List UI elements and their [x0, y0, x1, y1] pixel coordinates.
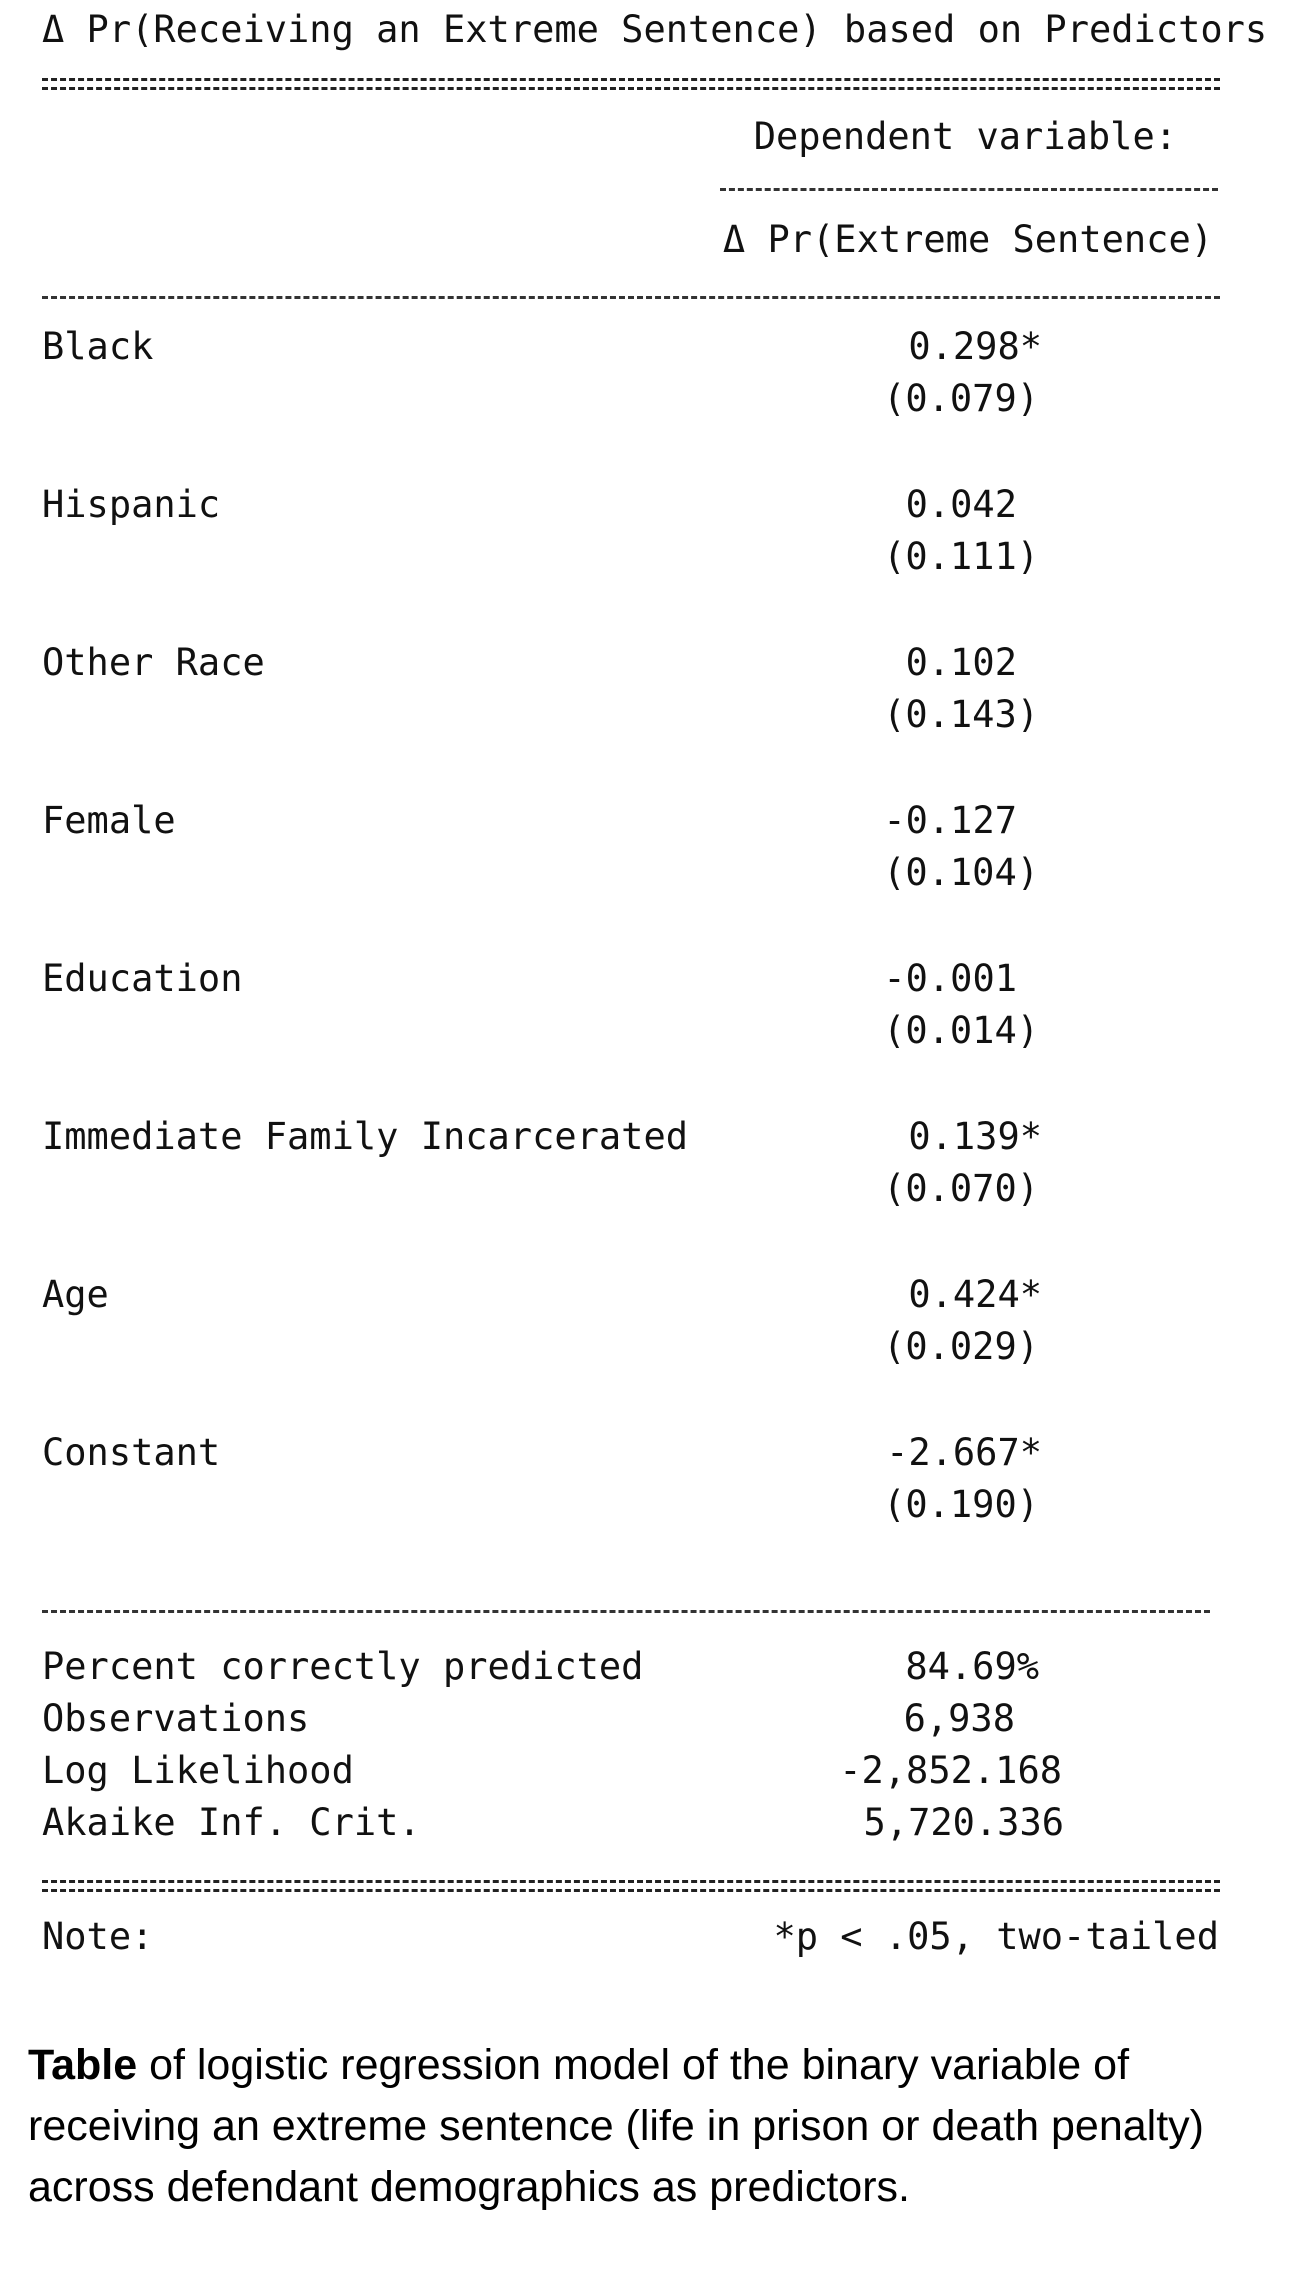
header-short-rule: [720, 188, 1218, 191]
row-label: Immediate Family Incarcerated: [42, 1115, 689, 1158]
note-label: Note:: [42, 1915, 154, 1958]
stats-top-rule: [42, 1610, 1210, 1613]
row-label: Black: [42, 325, 154, 368]
row-label: Other Race: [42, 641, 265, 684]
stat-label: Akaike Inf. Crit.: [42, 1801, 421, 1844]
stat-value: 5,720.336: [863, 1801, 1064, 1844]
row-standard-error: (0.104): [883, 851, 1039, 894]
row-label: Constant: [42, 1431, 221, 1474]
caption-text: of logistic regression model of the bina…: [28, 2041, 1204, 2211]
table-caption: Table of logistic regression model of th…: [28, 2035, 1278, 2218]
stat-label: Log Likelihood: [42, 1749, 354, 1792]
note-text: *p < .05, two-tailed: [773, 1915, 1219, 1958]
row-standard-error: (0.029): [883, 1325, 1039, 1368]
row-coefficient: 0.424*: [908, 1273, 1042, 1316]
bottom-double-rule: [42, 1880, 1220, 1892]
row-coefficient: 0.139*: [908, 1115, 1042, 1158]
top-double-rule: [42, 78, 1220, 90]
stat-value: 84.69%: [905, 1645, 1039, 1688]
stat-label: Percent correctly predicted: [42, 1645, 644, 1688]
row-coefficient: -2.667*: [886, 1431, 1042, 1474]
row-coefficient: 0.042: [905, 483, 1017, 526]
caption-bold: Table: [28, 2041, 138, 2089]
stat-label: Observations: [42, 1697, 310, 1740]
row-standard-error: (0.111): [883, 535, 1039, 578]
column-label: Δ Pr(Extreme Sentence): [722, 218, 1213, 261]
row-standard-error: (0.143): [883, 693, 1039, 736]
row-label: Hispanic: [42, 483, 221, 526]
row-label: Education: [42, 957, 243, 1000]
row-coefficient: -0.001: [883, 957, 1017, 1000]
row-coefficient: -0.127: [883, 799, 1017, 842]
stat-value: 6,938: [903, 1697, 1015, 1740]
row-label: Female: [42, 799, 176, 842]
stat-value: -2,852.168: [839, 1749, 1062, 1792]
row-standard-error: (0.014): [883, 1009, 1039, 1052]
table-title: Δ Pr(Receiving an Extreme Sentence) base…: [42, 8, 1268, 51]
row-standard-error: (0.190): [883, 1483, 1039, 1526]
row-standard-error: (0.070): [883, 1167, 1039, 1210]
row-standard-error: (0.079): [883, 377, 1039, 420]
header-bottom-rule: [42, 296, 1220, 299]
dependent-variable-label: Dependent variable:: [753, 115, 1177, 158]
row-label: Age: [42, 1273, 109, 1316]
row-coefficient: 0.298*: [908, 325, 1042, 368]
row-coefficient: 0.102: [905, 641, 1017, 684]
